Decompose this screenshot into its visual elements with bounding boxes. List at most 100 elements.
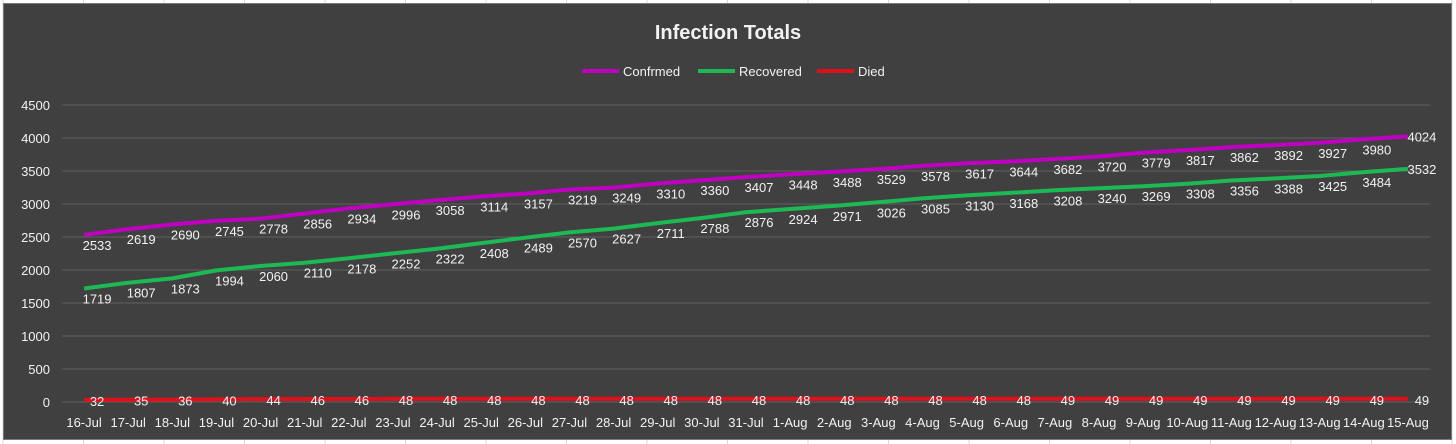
data-label: 4024 [1407, 129, 1436, 144]
legend: Confrmed Recovered Died [582, 64, 885, 79]
x-tick-label: 24-Jul [419, 415, 455, 430]
data-label: 2788 [700, 221, 729, 236]
x-tick-label: 16-Jul [66, 415, 102, 430]
x-tick-label: 17-Jul [110, 415, 146, 430]
data-label: 3240 [1098, 191, 1127, 206]
chart-area[interactable]: Infection Totals Confrmed Recovered Died 0… [3, 3, 1452, 440]
data-label: 2856 [303, 217, 332, 232]
data-label: 2110 [304, 266, 332, 281]
data-label: 32 [90, 394, 104, 409]
x-tick-label: 10-Aug [1166, 415, 1208, 430]
x-tick-label: 8-Aug [1082, 415, 1117, 430]
x-tick-label: 6-Aug [993, 415, 1028, 430]
x-tick-label: 28-Jul [596, 415, 632, 430]
y-tick-label: 4500 [21, 98, 50, 113]
x-tick-label: 7-Aug [1038, 415, 1073, 430]
y-tick-label: 500 [28, 362, 50, 377]
y-tick-label: 3000 [21, 197, 50, 212]
data-label: 3448 [789, 177, 818, 192]
data-label: 3269 [1142, 189, 1171, 204]
data-label: 3720 [1098, 159, 1127, 174]
data-label: 3779 [1142, 156, 1171, 171]
data-label: 48 [487, 393, 501, 408]
data-label: 3578 [921, 169, 950, 184]
data-label: 2489 [524, 241, 553, 256]
data-label: 3532 [1407, 162, 1436, 177]
data-label: 1994 [215, 273, 244, 288]
x-tick-label: 15-Aug [1387, 415, 1429, 430]
data-label: 3425 [1318, 179, 1347, 194]
x-tick-label: 12-Aug [1255, 415, 1297, 430]
x-tick-label: 18-Jul [155, 415, 191, 430]
data-label: 44 [266, 393, 280, 408]
data-label: 49 [1370, 393, 1384, 408]
data-label: 3488 [833, 175, 862, 190]
data-label: 3407 [745, 180, 774, 195]
x-tick-label: 19-Jul [199, 415, 235, 430]
data-label: 3644 [1009, 164, 1038, 179]
data-label: 3219 [568, 193, 597, 208]
data-label: 2060 [259, 269, 288, 284]
legend-label: Died [858, 64, 885, 79]
data-label: 48 [664, 393, 678, 408]
x-tick-label: 20-Jul [243, 415, 279, 430]
data-label: 48 [399, 393, 413, 408]
data-label: 3529 [877, 172, 906, 187]
data-label: 3114 [480, 199, 508, 214]
data-label: 49 [1149, 393, 1163, 408]
data-label: 49 [1193, 393, 1207, 408]
data-label: 2876 [745, 215, 774, 230]
data-label: 2533 [83, 238, 112, 253]
data-label: 2924 [789, 212, 818, 227]
data-label: 2778 [259, 222, 288, 237]
data-label: 46 [310, 393, 324, 408]
data-label: 48 [840, 393, 854, 408]
data-label: 3356 [1230, 184, 1259, 199]
data-label: 36 [178, 394, 192, 409]
y-tick-label: 0 [43, 395, 50, 410]
data-label: 2745 [215, 224, 244, 239]
x-tick-label: 30-Jul [684, 415, 720, 430]
data-label: 1873 [171, 281, 200, 296]
data-label: 2619 [127, 232, 156, 247]
data-label: 49 [1325, 393, 1339, 408]
data-label: 3817 [1186, 153, 1215, 168]
x-tick-label: 2-Aug [817, 415, 852, 430]
data-label: 48 [884, 393, 898, 408]
data-label: 2408 [480, 246, 509, 261]
data-label: 2178 [347, 261, 376, 276]
data-label: 48 [575, 393, 589, 408]
data-label: 48 [972, 393, 986, 408]
x-tick-label: 27-Jul [552, 415, 588, 430]
x-tick-label: 5-Aug [949, 415, 984, 430]
data-label: 3085 [921, 201, 950, 216]
data-label: 3617 [965, 166, 994, 181]
data-label: 3927 [1318, 146, 1347, 161]
data-label: 3157 [524, 197, 553, 212]
x-tick-label: 26-Jul [508, 415, 544, 430]
data-label: 3249 [612, 191, 641, 206]
data-label: 3208 [1053, 193, 1082, 208]
series-line [83, 166, 1409, 291]
data-label: 2971 [833, 209, 862, 224]
x-tick-label: 31-Jul [728, 415, 764, 430]
series-line [84, 396, 1408, 402]
x-tick-label: 14-Aug [1343, 415, 1385, 430]
legend-label: Recovered [739, 64, 802, 79]
data-label: 48 [752, 393, 766, 408]
data-labels: 2533 2619 2690 2745 2778 2856 2934 2996 3058 3114… [83, 129, 1437, 408]
line-chart: Infection Totals Confrmed Recovered Died 0… [21, 22, 1437, 430]
data-label: 2570 [568, 235, 597, 250]
x-tick-label: 21-Jul [287, 415, 323, 430]
x-tick-label: 1-Aug [773, 415, 808, 430]
x-tick-label: 29-Jul [640, 415, 676, 430]
y-tick-label: 1000 [21, 329, 50, 344]
data-label: 2690 [171, 227, 200, 242]
data-label: 2322 [436, 252, 465, 267]
data-label: 2934 [347, 211, 376, 226]
y-tick-label: 2500 [21, 230, 50, 245]
y-axis-ticks: 0 500 1000 1500 2000 2500 3000 3500 4000 4500 [21, 98, 50, 410]
data-label: 48 [708, 393, 722, 408]
data-label: 48 [619, 393, 633, 408]
data-label: 2627 [612, 232, 641, 247]
